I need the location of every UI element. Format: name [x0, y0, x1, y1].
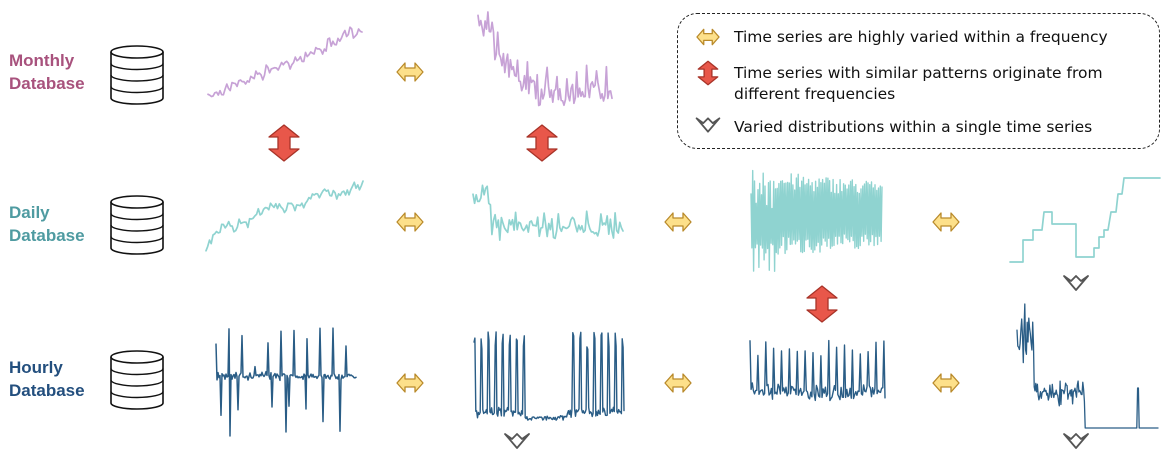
hourly-database-icon: [110, 350, 164, 410]
daily-horizontal-arrow-icon-1: [396, 212, 424, 232]
daily-series-4-chevron-icon: [1063, 275, 1089, 291]
monthly-daily-vertical-arrow-icon-2: [526, 124, 558, 162]
hourly-series-2-chevron-icon: [504, 433, 530, 449]
legend-horizontal-double-arrow-icon: [696, 28, 720, 46]
legend-item-2-text-line1: Time series with similar patterns origin…: [734, 64, 1103, 82]
hourly-series-1-line: [215, 327, 357, 437]
series-layer: [205, 11, 1161, 437]
daily-series-2-line: [472, 184, 624, 241]
legend-down-chevron-icon: [695, 117, 721, 133]
hourly-horizontal-arrow-icon-1: [396, 373, 424, 393]
legend-item-3-text: Varied distributions within a single tim…: [734, 118, 1093, 136]
monthly-series-2-line: [477, 11, 613, 107]
daily-database-icon: [110, 195, 164, 255]
daily-horizontal-arrow-icon-3: [932, 212, 960, 232]
legend-item-2-text-line2: different frequencies: [734, 85, 896, 103]
hourly-label-line1: Hourly: [9, 358, 63, 377]
hourly-label-line2: Database: [9, 381, 85, 400]
monthly-horizontal-arrow-icon: [396, 62, 424, 82]
hourly-series-4-line: [1016, 303, 1159, 429]
icon-layer: [110, 28, 1089, 449]
legend-vertical-double-arrow-icon: [697, 60, 719, 86]
legend-item-1-text: Time series are highly varied within a f…: [734, 28, 1108, 46]
monthly-daily-vertical-arrow-icon-1: [268, 124, 300, 162]
daily-hourly-vertical-arrow-icon: [806, 285, 838, 323]
monthly-label-line2: Database: [9, 74, 85, 93]
daily-label-line2: Database: [9, 226, 85, 245]
hourly-series-4-chevron-icon: [1063, 433, 1089, 449]
daily-database-label: Daily Database: [9, 201, 85, 247]
daily-series-4-line: [1009, 177, 1161, 263]
monthly-label-line1: Monthly: [9, 51, 75, 70]
daily-horizontal-arrow-icon-2: [664, 212, 692, 232]
monthly-database-icon: [110, 45, 164, 105]
hourly-series-3-line: [749, 339, 886, 402]
legend-box: [677, 13, 1160, 149]
monthly-series-1-line: [207, 26, 363, 98]
hourly-database-label: Hourly Database: [9, 356, 85, 402]
daily-series-1-line: [205, 180, 364, 252]
daily-label-line1: Daily: [9, 203, 50, 222]
daily-series-3-line: [750, 169, 883, 272]
hourly-series-2-line: [473, 331, 625, 421]
hourly-horizontal-arrow-icon-3: [932, 373, 960, 393]
hourly-horizontal-arrow-icon-2: [664, 373, 692, 393]
monthly-database-label: Monthly Database: [9, 49, 85, 95]
